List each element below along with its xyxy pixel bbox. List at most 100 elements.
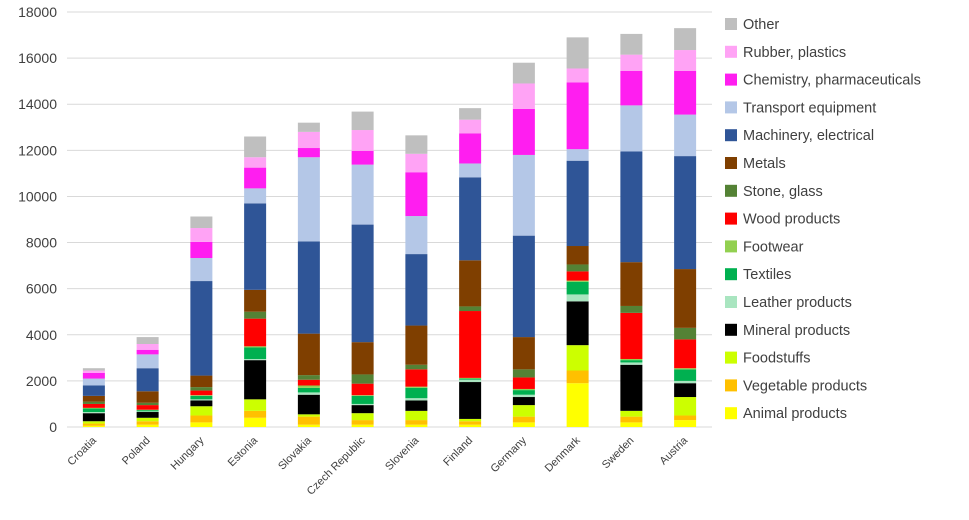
bar-segment-germany-footwear <box>512 388 535 391</box>
bar-segment-germany-animal-products <box>512 422 535 427</box>
x-tick-label-hungary: Hungary <box>169 434 207 472</box>
bar-segment-sweden-wood-products <box>620 312 643 359</box>
bar-segment-estonia-transport-equipment <box>244 188 267 204</box>
bar-segment-poland-animal-products <box>136 424 159 427</box>
bar-segment-finland-stone-glass <box>459 306 482 312</box>
bar-segment-croatia-chemistry-pharmaceuticals <box>82 372 105 379</box>
bar-segment-estonia-machinery-electrical <box>244 203 267 290</box>
legend-label: Mineral products <box>743 323 850 339</box>
y-tick-label: 14000 <box>18 96 57 112</box>
bar-segment-denmark-transport-equipment <box>566 149 589 161</box>
y-tick-label: 18000 <box>18 4 57 20</box>
bar-segment-estonia-foodstuffs <box>244 399 267 411</box>
x-tick-label-austria: Austria <box>658 434 691 467</box>
bar-segment-sweden-leather-products <box>620 362 643 365</box>
bar-segment-denmark-vegetable-products <box>566 370 589 384</box>
bar-segment-denmark-machinery-electrical <box>566 160 589 247</box>
bar-segment-croatia-textiles <box>82 408 105 413</box>
y-tick-label: 16000 <box>18 50 57 66</box>
legend-swatch <box>725 407 737 420</box>
legend-swatch <box>725 101 737 114</box>
bar-slovenia <box>405 135 428 427</box>
y-tick-label: 2000 <box>26 373 57 389</box>
bar-segment-sweden-footwear <box>620 358 643 361</box>
bar-segment-finland-transport-equipment <box>459 163 482 178</box>
bar-segment-finland-metals <box>459 260 482 307</box>
bar-segment-croatia-vegetable-products <box>82 423 105 426</box>
legend-label: Transport equipment <box>743 100 876 116</box>
x-tick-label-poland: Poland <box>120 435 153 468</box>
bar-segment-sweden-animal-products <box>620 422 643 427</box>
legend-item-metals: Metals <box>725 156 786 172</box>
bar-segment-austria-rubber-plastics <box>674 50 697 71</box>
bar-segment-estonia-metals <box>244 289 267 312</box>
bar-segment-slovenia-leather-products <box>405 398 428 401</box>
legend-item-animal-products: Animal products <box>725 406 847 422</box>
bar-germany <box>512 62 535 427</box>
bar-segment-slovakia-other <box>297 122 320 132</box>
bar-segment-slovenia-rubber-plastics <box>405 153 428 173</box>
bar-segment-germany-textiles <box>512 390 535 395</box>
bar-segment-estonia-chemistry-pharmaceuticals <box>244 167 267 189</box>
bar-segment-sweden-other <box>620 33 643 55</box>
legend-label: Machinery, electrical <box>743 128 874 144</box>
bar-denmark <box>566 37 589 427</box>
bar-segment-slovakia-animal-products <box>297 424 320 427</box>
bar-segment-slovakia-machinery-electrical <box>297 241 320 334</box>
bar-segment-croatia-transport-equipment <box>82 378 105 386</box>
bar-segment-estonia-rubber-plastics <box>244 157 267 168</box>
bar-czech-republic <box>351 111 374 427</box>
bar-austria <box>674 28 697 427</box>
bar-segment-slovakia-chemistry-pharmaceuticals <box>297 148 320 158</box>
bar-segment-finland-other <box>459 108 482 120</box>
bar-segment-denmark-metals <box>566 246 589 265</box>
bar-segment-denmark-other <box>566 37 589 69</box>
bar-segment-sweden-machinery-electrical <box>620 151 643 263</box>
legend-label: Animal products <box>743 406 847 422</box>
legend-swatch <box>725 268 737 281</box>
legend-swatch <box>725 157 737 169</box>
legend-item-other: Other <box>725 17 779 33</box>
bar-segment-poland-stone-glass <box>136 402 159 406</box>
bar-segment-germany-other <box>512 62 535 84</box>
bar-segment-germany-stone-glass <box>512 369 535 378</box>
bar-segment-hungary-leather-products <box>190 399 213 401</box>
legend-swatch <box>725 379 737 392</box>
bar-segment-finland-leather-products <box>459 379 482 383</box>
bar-segment-finland-machinery-electrical <box>459 177 482 261</box>
bar-segment-denmark-chemistry-pharmaceuticals <box>566 82 589 150</box>
bar-segment-sweden-metals <box>620 262 643 306</box>
bar-segment-czech-republic-other <box>351 111 374 131</box>
bar-segment-czech-republic-leather-products <box>351 403 374 406</box>
legend-swatch <box>725 129 737 142</box>
bar-segment-czech-republic-animal-products <box>351 424 374 427</box>
bar-segment-austria-transport-equipment <box>674 114 697 157</box>
x-tick-label-estonia: Estonia <box>226 434 261 469</box>
legend-swatch <box>725 45 737 58</box>
legend-item-footwear: Footwear <box>725 239 804 255</box>
bar-segment-hungary-other <box>190 216 213 229</box>
bar-segment-finland-wood-products <box>459 311 482 378</box>
x-axis-category-labels: Croatia Poland Hungary Estonia SlovakiaCzech… <box>65 434 690 498</box>
bar-segment-finland-foodstuffs <box>459 418 482 422</box>
bar-segment-austria-animal-products <box>674 420 697 427</box>
legend-label: Rubber, plastics <box>743 45 846 61</box>
bar-segment-czech-republic-textiles <box>351 395 374 404</box>
bar-segment-slovakia-wood-products <box>297 379 320 386</box>
bar-segment-czech-republic-chemistry-pharmaceuticals <box>351 150 374 165</box>
bar-segment-germany-vegetable-products <box>512 416 535 423</box>
legend-swatch <box>725 212 737 225</box>
y-tick-label: 0 <box>49 419 57 435</box>
y-tick-label: 8000 <box>26 235 57 251</box>
bar-segment-austria-other <box>674 28 697 51</box>
bar-hungary <box>190 216 213 427</box>
legend-swatch <box>725 296 737 308</box>
bar-segment-croatia-machinery-electrical <box>82 385 105 396</box>
bar-finland <box>459 108 482 427</box>
bar-segment-sweden-mineral-products <box>620 364 643 411</box>
bar-segment-austria-foodstuffs <box>674 397 697 416</box>
bar-segment-sweden-vegetable-products <box>620 416 643 423</box>
legend-label: Metals <box>743 156 786 172</box>
bar-segment-poland-other <box>136 337 159 344</box>
bar-segment-slovenia-stone-glass <box>405 364 428 370</box>
